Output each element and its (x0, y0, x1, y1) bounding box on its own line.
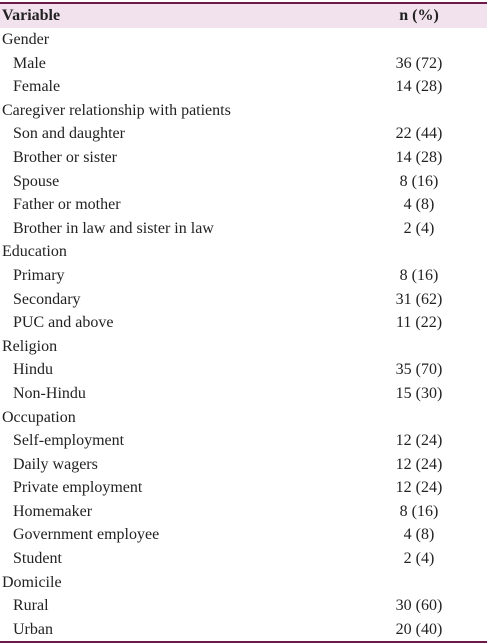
variable-cell: Brother or sister (13, 148, 117, 166)
data-row: Non-Hindu 15 (30) (0, 382, 487, 406)
count-cell: 4 (8) (403, 196, 435, 214)
variable-cell: Father or mother (13, 196, 121, 214)
count-cell: 12 (24) (395, 455, 443, 473)
variable-cell: PUC and above (13, 314, 114, 332)
data-row: Rural 30 (60) (0, 594, 487, 618)
count-cell: 2 (4) (403, 550, 435, 568)
data-row: Son and daughter 22 (44) (0, 122, 487, 146)
variable-cell: Government employee (13, 526, 160, 544)
data-row: Male 36 (72) (0, 52, 487, 76)
variable-cell: Secondary (13, 290, 81, 308)
data-row: Daily wagers 12 (24) (0, 453, 487, 477)
variable-cell: Non-Hindu (13, 384, 86, 402)
group-label: Education (2, 243, 67, 261)
count-cell: 12 (24) (395, 432, 443, 450)
empty-cell (354, 571, 487, 595)
count-cell: 14 (28) (395, 78, 443, 96)
group-row: Education (0, 240, 487, 264)
data-row: Brother in law and sister in law 2 (4) (0, 217, 487, 241)
count-cell: 8 (16) (399, 172, 439, 190)
data-row: Government employee 4 (8) (0, 523, 487, 547)
data-row: Hindu 35 (70) (0, 358, 487, 382)
count-cell: 8 (16) (399, 266, 439, 284)
count-cell: 12 (24) (395, 479, 443, 497)
group-label: Domicile (2, 573, 62, 591)
group-label: Occupation (2, 408, 76, 426)
count-cell: 22 (44) (395, 125, 443, 143)
data-row: Student 2 (4) (0, 547, 487, 571)
count-cell: 14 (28) (395, 148, 443, 166)
empty-cell (354, 28, 487, 52)
header-row: Variable n (%) (0, 4, 487, 28)
variable-cell: Male (13, 54, 46, 72)
variable-cell: Homemaker (13, 502, 93, 520)
data-row: Spouse 8 (16) (0, 170, 487, 194)
variable-cell: Rural (13, 597, 49, 615)
data-row: Father or mother 4 (8) (0, 193, 487, 217)
data-row: Self-employment 12 (24) (0, 429, 487, 453)
variable-cell: Self-employment (13, 432, 125, 450)
empty-cell (354, 335, 487, 359)
group-label: Gender (2, 31, 50, 48)
variable-cell: Student (13, 550, 62, 568)
variable-cell: Daily wagers (13, 455, 98, 473)
variable-cell: Spouse (13, 172, 60, 190)
variable-cell: Primary (13, 266, 65, 284)
empty-cell (354, 406, 487, 430)
count-cell: 35 (70) (395, 361, 443, 379)
variable-cell: Private employment (13, 479, 143, 497)
count-cell: 2 (4) (403, 219, 435, 237)
count-cell: 15 (30) (395, 384, 443, 402)
count-cell: 4 (8) (403, 526, 435, 544)
data-row: Brother or sister 14 (28) (0, 146, 487, 170)
variable-cell: Son and daughter (13, 125, 125, 143)
variable-cell: Urban (13, 620, 53, 638)
variable-cell: Brother in law and sister in law (13, 219, 214, 237)
empty-cell (354, 240, 487, 264)
count-cell: 11 (22) (395, 314, 443, 332)
header-cell: n (%) (399, 7, 439, 24)
data-row: Homemaker 8 (16) (0, 500, 487, 524)
group-row: Gender (0, 28, 487, 52)
count-cell: 20 (40) (395, 620, 443, 638)
count-cell: 36 (72) (395, 54, 443, 72)
variable-cell: Hindu (13, 361, 53, 379)
group-row: Caregiver relationship with patients (0, 99, 487, 123)
data-row: Urban 20 (40) (0, 618, 487, 642)
data-row: Private employment 12 (24) (0, 476, 487, 500)
count-cell: 30 (60) (395, 597, 443, 615)
header-cell: Variable (2, 7, 61, 24)
group-row: Occupation (0, 406, 487, 430)
group-label: Caregiver relationship with patients (2, 101, 231, 119)
count-cell: 31 (62) (395, 290, 443, 308)
data-row: Primary 8 (16) (0, 264, 487, 288)
data-row: Secondary 31 (62) (0, 288, 487, 312)
group-label: Religion (2, 337, 58, 355)
group-row: Domicile (0, 571, 487, 595)
count-cell: 8 (16) (399, 502, 439, 520)
data-row: PUC and above 11 (22) (0, 311, 487, 335)
variable-cell: Female (13, 78, 61, 96)
group-row: Religion (0, 335, 487, 359)
empty-cell (354, 99, 487, 123)
data-row: Female 14 (28) (0, 75, 487, 99)
